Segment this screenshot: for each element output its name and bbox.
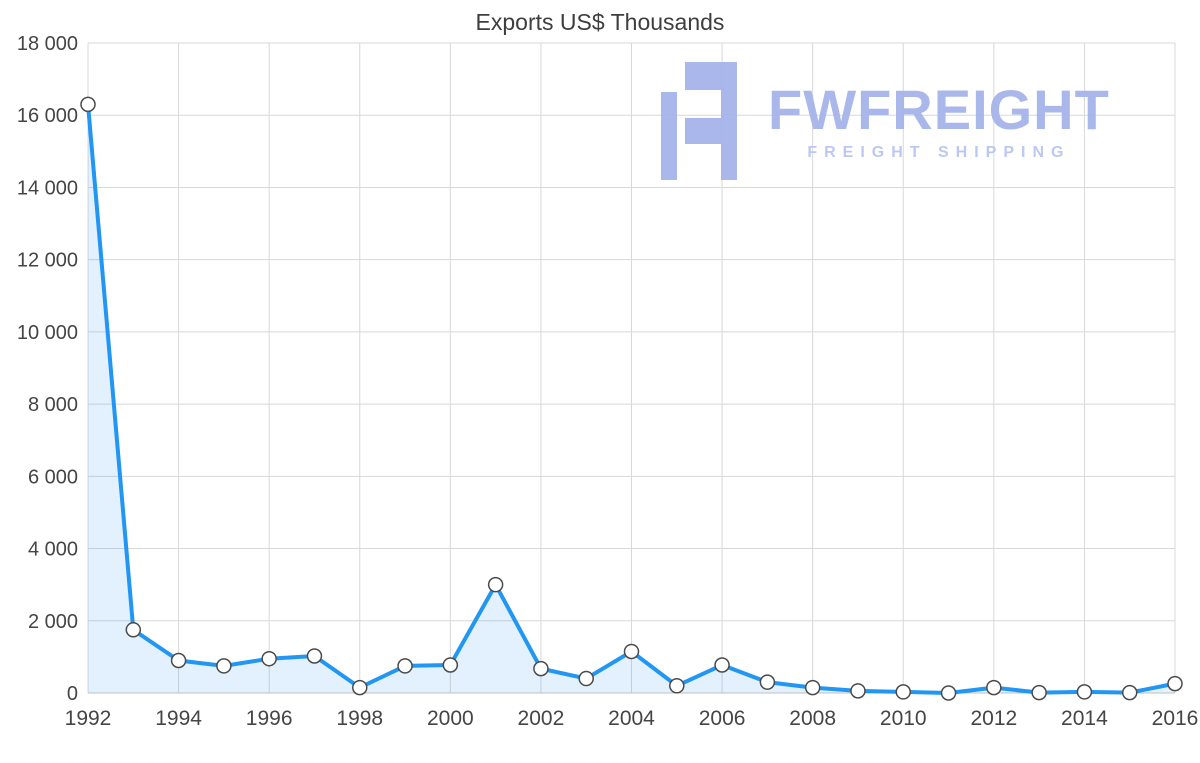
x-axis-tick-label: 2010 <box>880 707 927 730</box>
x-axis-tick-label: 2006 <box>699 707 746 730</box>
y-axis-tick-label: 12 000 <box>17 250 78 272</box>
y-axis-tick-label: 2 000 <box>28 611 78 633</box>
y-axis-tick-label: 10 000 <box>17 322 78 344</box>
data-point-marker <box>759 674 776 690</box>
data-point-marker <box>1167 675 1183 692</box>
data-point-marker <box>306 648 323 664</box>
data-point-marker <box>487 576 504 593</box>
x-axis-tick-label: 1992 <box>65 707 112 730</box>
data-point-marker <box>352 679 368 696</box>
data-point-marker <box>714 657 730 673</box>
x-axis-tick-label: 1994 <box>155 707 202 730</box>
x-axis-tick-label: 1998 <box>336 707 383 730</box>
data-point-marker <box>578 670 594 687</box>
y-axis-tick-label: 4 000 <box>28 539 78 561</box>
data-point-marker <box>850 683 866 699</box>
data-point-marker <box>442 657 459 673</box>
data-point-marker <box>170 652 187 669</box>
data-point-marker <box>125 622 142 638</box>
data-point-marker <box>533 660 549 677</box>
x-axis-tick-label: 2000 <box>427 707 474 730</box>
y-axis-tick-label: 16 000 <box>17 105 78 127</box>
watermark-tagline-text: FREIGHT SHIPPING <box>807 144 1071 161</box>
watermark-brand-text: FWFREIGHT <box>768 78 1110 141</box>
fwfreight-watermark: FWFREIGHT FREIGHT SHIPPING <box>648 62 1110 182</box>
y-axis-tick-label: 18 000 <box>17 33 78 55</box>
x-axis-tick-label: 1996 <box>246 707 293 730</box>
y-axis-tick-label: 6 000 <box>28 466 78 488</box>
data-point-marker <box>804 679 821 696</box>
x-axis-tick-label: 2004 <box>608 707 655 730</box>
fwfreight-wordmark: FWFREIGHT FREIGHT SHIPPING <box>768 82 1110 162</box>
fwfreight-logo-icon <box>661 62 737 180</box>
data-point-marker <box>986 679 1002 696</box>
data-point-marker <box>80 96 96 113</box>
data-point-marker <box>216 658 232 674</box>
data-point-marker <box>623 643 640 660</box>
data-point-marker <box>895 684 911 700</box>
data-point-marker <box>1031 684 1047 701</box>
data-point-marker <box>261 650 277 667</box>
data-point-marker <box>940 685 957 701</box>
data-point-marker <box>397 658 413 674</box>
x-axis-tick-label: 2008 <box>789 707 836 730</box>
y-axis-tick-label: 8 000 <box>28 394 78 416</box>
x-axis-tick-label: 2002 <box>518 707 565 730</box>
x-axis-tick-label: 2016 <box>1152 707 1199 730</box>
y-axis-tick-label: 0 <box>67 683 78 705</box>
data-point-marker <box>1076 684 1093 700</box>
y-axis-tick-label: 14 000 <box>17 177 78 199</box>
x-axis-tick-label: 2012 <box>970 707 1017 730</box>
x-axis-tick-label: 2014 <box>1061 707 1108 730</box>
data-point-marker <box>1121 684 1138 701</box>
chart-title: Exports US$ Thousands <box>475 9 725 35</box>
data-point-marker <box>669 678 685 694</box>
